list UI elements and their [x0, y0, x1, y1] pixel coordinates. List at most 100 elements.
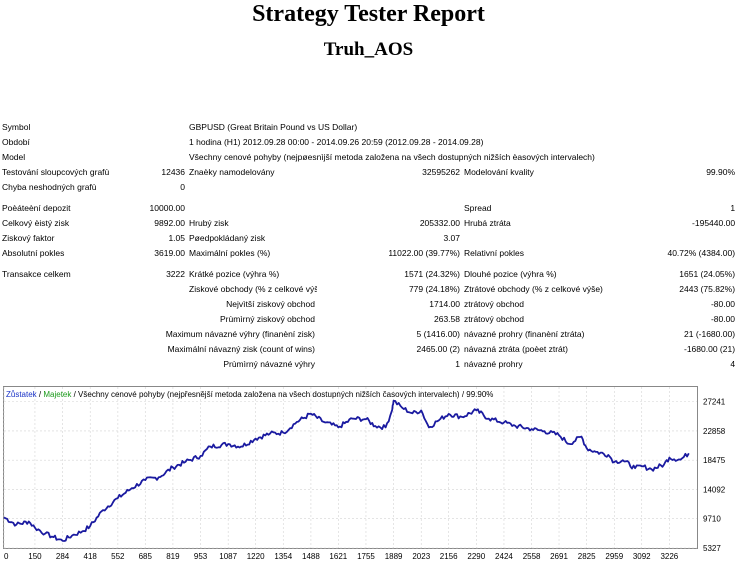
- maximal-cell: Maximální návazný zisk (count of wins): [133, 342, 317, 357]
- profit-trades-label: Ziskové obchody (% z celkové výše): [189, 284, 317, 294]
- row-profit-loss-trades: Ziskové obchody (% z celkové výše) 779 (…: [0, 282, 737, 297]
- y-tick-label: 5327: [703, 544, 721, 553]
- absdd-label: Absolutní pokles: [2, 248, 65, 258]
- row-model: Model Všechny cenové pohyby (nejpøesnìjš…: [0, 150, 737, 165]
- row-period: Období 1 hodina (H1) 2012.09.28 00:00 - …: [0, 135, 737, 150]
- maximal-profit-value: 2465.00 (2): [416, 344, 460, 354]
- bars-value: 12436: [161, 167, 185, 177]
- maxdd-label: Maximální pokles (%): [189, 248, 271, 258]
- largest-loss-value: -80.00: [710, 299, 736, 309]
- x-tick-label: 2023: [412, 552, 430, 561]
- legend-equity: Majetek: [43, 390, 72, 399]
- row-avg-consec: Prùmìrný návazné výhry 1 návazné prohry …: [0, 357, 737, 372]
- y-tick-label: 27241: [703, 398, 726, 407]
- x-tick-label: 3226: [660, 552, 678, 561]
- report-title: Strategy Tester Report: [252, 1, 485, 27]
- average-profit-label: ziskový obchod: [256, 314, 315, 324]
- x-tick-label: 2959: [605, 552, 623, 561]
- y-tick-label: 18475: [703, 456, 726, 465]
- report-summary-table: Symbol GBPUSD (Great Britain Pound vs US…: [0, 120, 737, 372]
- row-profitfactor: Ziskový faktor 1.05 Pøedpokládaný zisk 3…: [0, 231, 737, 246]
- x-tick-label: 2558: [523, 552, 541, 561]
- legend-description: / Všechny cenové pohyby (nejpřesnější me…: [71, 390, 494, 399]
- avg-consec-losses-label: návazné prohry: [464, 359, 523, 369]
- chart-grid: [3, 387, 697, 549]
- chart-legend: Zůstatek / Majetek / Všechny cenové pohy…: [6, 389, 493, 400]
- ticks-value: 32595262: [422, 167, 460, 177]
- x-tick-label: 953: [194, 552, 208, 561]
- largest-cell: Nejvìtší ziskový obchod: [133, 297, 317, 312]
- row-average: Prùmìrný ziskový obchod 263.58 ztrátový …: [0, 312, 737, 327]
- maximum-label: Maximum: [165, 329, 203, 339]
- long-label: Dlouhé pozice (výhra %): [464, 269, 557, 279]
- symbol-value: GBPUSD (Great Britain Pound vs US Dollar…: [189, 122, 358, 132]
- absdd-value: 3619.00: [154, 248, 185, 258]
- avg-consec-cell: Prùmìrný návazné výhry: [133, 357, 317, 372]
- loss-trades-value: 2443 (75.82%): [679, 284, 736, 294]
- grossloss-label: Hrubá ztráta: [464, 218, 511, 228]
- y-tick-label: 22858: [703, 427, 726, 436]
- row-netprofit: Celkový èistý zisk 9892.00 Hrubý zisk 20…: [0, 216, 737, 231]
- pf-value: 1.05: [168, 233, 185, 243]
- balance-chart: 27241 22858 18475 14092 9710 5327 0 150 284 418 5…: [3, 386, 726, 561]
- spread-label: Spread: [464, 203, 492, 213]
- row-trades: Transakce celkem 3222 Krátké pozice (výh…: [0, 267, 737, 282]
- grossloss-value: -195440.00: [692, 218, 736, 228]
- row-symbol: Symbol GBPUSD (Great Britain Pound vs US…: [0, 120, 737, 135]
- payoff-label: Pøedpokládaný zisk: [189, 233, 266, 243]
- row-mismatch: Chyba neshodných grafù 0: [0, 180, 737, 195]
- largest-profit-value: 1714.00: [429, 299, 460, 309]
- maximal-loss-value: -1680.00 (21): [684, 344, 736, 354]
- x-tick-label: 2825: [578, 552, 596, 561]
- max-consec-wins-label: návazné výhry (finanèní zisk): [204, 329, 315, 339]
- deposit-label: Poèáteèní depozit: [2, 203, 71, 213]
- grossprofit-label: Hrubý zisk: [189, 218, 229, 228]
- x-axis-labels: 0 150 284 418 552 685 819 953 1087 1220 1354 1488 16…: [4, 552, 679, 561]
- legend-sep: /: [36, 390, 44, 399]
- quality-label: Modelování kvality: [464, 167, 534, 177]
- quality-value: 99.90%: [706, 167, 736, 177]
- x-tick-label: 1889: [385, 552, 403, 561]
- row-bars: Testování sloupcových grafù 12436 Znaèky…: [0, 165, 737, 180]
- x-tick-label: 552: [111, 552, 125, 561]
- y-tick-label: 9710: [703, 515, 721, 524]
- report-subtitle: Truh_AOS: [323, 39, 414, 60]
- legend-balance: Zůstatek: [6, 390, 37, 399]
- spread-value: 1: [730, 203, 736, 213]
- trades-label: Transakce celkem: [2, 269, 71, 279]
- x-tick-label: 3092: [633, 552, 651, 561]
- max-consec-losses-label: návazné prohry (finanèní ztráta): [464, 329, 585, 339]
- maximum-cell: Maximum návazné výhry (finanèní zisk): [133, 327, 317, 342]
- y-axis-labels: 27241 22858 18475 14092 9710 5327: [703, 398, 726, 553]
- ticks-label: Znaèky namodelovány: [189, 167, 275, 177]
- bars-label: Testování sloupcových grafù: [2, 167, 110, 177]
- x-tick-label: 1755: [357, 552, 375, 561]
- x-tick-label: 1488: [302, 552, 320, 561]
- loss-trades-label: Ztrátové obchody (% z celkové výše): [464, 284, 603, 294]
- long-value: 1651 (24.05%): [679, 269, 736, 279]
- model-value: Všechny cenové pohyby (nejpøesnìjší meto…: [189, 152, 595, 162]
- average-loss-label: ztrátový obchod: [464, 314, 525, 324]
- average-label: Prùmìrný: [220, 314, 255, 324]
- reldd-value: 40.72% (4384.00): [667, 248, 736, 258]
- period-value: 1 hodina (H1) 2012.09.28 00:00 - 2014.09…: [189, 137, 484, 147]
- x-tick-label: 150: [28, 552, 42, 561]
- x-tick-label: 2290: [467, 552, 485, 561]
- average-loss-value: -80.00: [710, 314, 736, 324]
- netprofit-value: 9892.00: [154, 218, 185, 228]
- avg-consec-losses-value: 4: [730, 359, 736, 369]
- row-deposit: Poèáteèní depozit 10000.00 Spread 1: [0, 201, 737, 216]
- symbol-label: Symbol: [2, 122, 31, 132]
- avg-consec-wins-value: 1: [455, 359, 460, 369]
- maximal-label: Maximální: [167, 344, 207, 354]
- row-maximum: Maximum návazné výhry (finanèní zisk) 5 …: [0, 327, 737, 342]
- period-label: Období: [2, 137, 30, 147]
- row-largest: Nejvìtší ziskový obchod 1714.00 ztrátový…: [0, 297, 737, 312]
- x-tick-label: 819: [166, 552, 180, 561]
- largest-label: Nejvìtší: [226, 299, 255, 309]
- maxdd-value: 11022.00 (39.77%): [388, 248, 460, 258]
- largest-loss-label: ztrátový obchod: [464, 299, 525, 309]
- model-label: Model: [2, 152, 26, 162]
- netprofit-label: Celkový èistý zisk: [2, 218, 70, 228]
- pf-label: Ziskový faktor: [2, 233, 55, 243]
